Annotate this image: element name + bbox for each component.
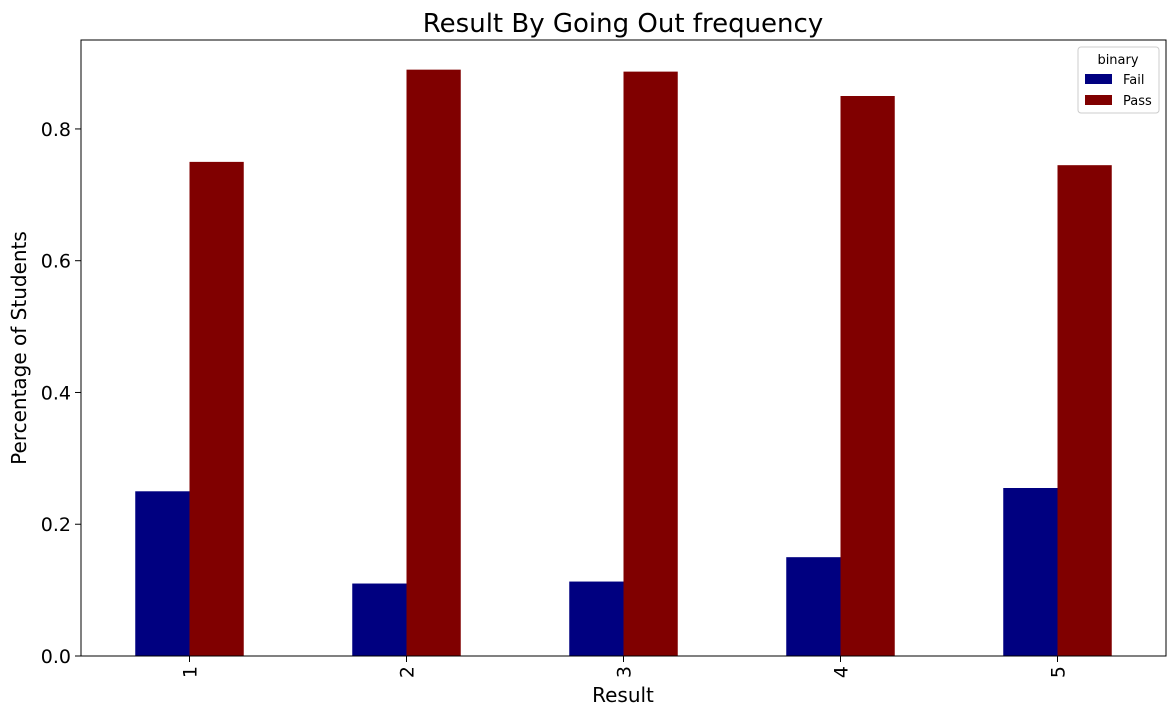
bar-fail-4 (786, 557, 841, 656)
bar-pass-4 (840, 96, 895, 656)
bar-fail-5 (1003, 488, 1058, 656)
bar-fail-2 (352, 583, 407, 656)
x-tick-label: 3 (614, 666, 636, 678)
legend-swatch-pass (1085, 95, 1112, 105)
x-axis-label: Result (592, 683, 654, 707)
chart-title: Result By Going Out frequency (423, 9, 823, 39)
legend-title: binary (1097, 53, 1138, 68)
x-tick-label: 1 (180, 666, 202, 678)
y-tick-label: 0.2 (41, 514, 71, 536)
legend: binary Fail Pass (1077, 46, 1160, 114)
y-tick-label: 0.8 (41, 119, 71, 141)
bar-pass-1 (189, 161, 244, 656)
bar-pass-3 (623, 71, 678, 657)
y-axis-label: Percentage of Students (7, 231, 31, 465)
bar-fail-3 (569, 581, 624, 656)
legend-entries: Fail Pass (1085, 73, 1152, 109)
bar-pass-2 (406, 69, 461, 656)
bars-layer (135, 69, 1112, 657)
x-tick-label: 5 (1048, 666, 1070, 678)
legend-label-pass: Pass (1123, 94, 1152, 109)
y-tick-label: 0.0 (41, 646, 71, 668)
y-axis: 0.0 0.2 0.4 0.6 0.8 (41, 119, 81, 668)
x-tick-label: 4 (831, 666, 853, 678)
x-axis: 1 2 3 4 5 (180, 656, 1070, 678)
legend-label-fail: Fail (1123, 73, 1144, 88)
bar-pass-5 (1057, 165, 1112, 656)
x-tick-label: 2 (397, 666, 419, 678)
legend-swatch-fail (1085, 74, 1112, 84)
y-tick-label: 0.6 (41, 251, 71, 273)
y-tick-label: 0.4 (41, 382, 71, 404)
bar-fail-1 (135, 491, 190, 656)
